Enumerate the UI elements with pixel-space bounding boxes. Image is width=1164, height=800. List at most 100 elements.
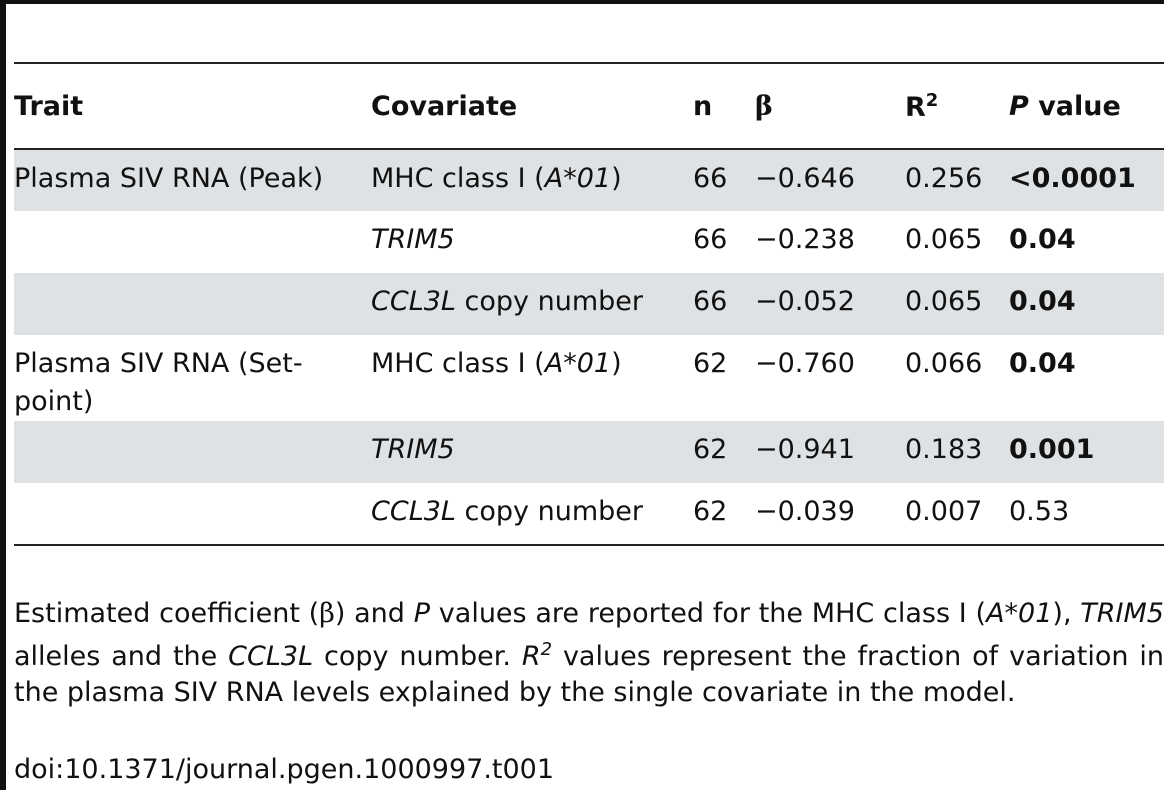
cell-n: 62 <box>693 335 755 421</box>
n-value: 66 <box>693 224 728 255</box>
covariate-post: copy number <box>455 286 643 317</box>
header-n: n <box>693 62 755 150</box>
n-value: 62 <box>693 496 728 527</box>
cell-p-value: 0.04 <box>1009 211 1164 273</box>
cell-n: 66 <box>693 149 755 211</box>
header-r2: R2 <box>905 62 1009 150</box>
beta-value: −0.238 <box>755 224 855 255</box>
footnote-part: ), <box>1052 598 1081 629</box>
beta-value: −0.760 <box>755 348 855 379</box>
cell-r2: 0.007 <box>905 483 1009 546</box>
doi-link[interactable]: doi:10.1371/journal.pgen.1000997.t001 <box>14 754 555 785</box>
trait-text: Plasma SIV RNA (Peak) <box>14 163 324 194</box>
header-trait: Trait <box>14 62 371 150</box>
r2-value: 0.183 <box>905 434 983 465</box>
covariate-post: copy number <box>455 496 643 527</box>
footnote-part: ) and <box>334 598 414 629</box>
cell-covariate: CCL3L copy number <box>371 483 693 546</box>
covariate-pre: MHC class I ( <box>371 163 545 194</box>
r2-value: 0.065 <box>905 286 983 317</box>
covariate-pre: MHC class I ( <box>371 348 545 379</box>
footnote-trim5: TRIM5 <box>1080 598 1164 629</box>
n-value: 66 <box>693 163 728 194</box>
cell-beta: −0.039 <box>755 483 905 546</box>
cell-trait <box>14 211 371 273</box>
beta-value: −0.052 <box>755 286 855 317</box>
p-value: 0.04 <box>1009 348 1076 379</box>
footnote-beta: β <box>319 598 335 629</box>
results-table-container: Trait Covariate n β R2 P value Plasma SI… <box>14 62 1164 546</box>
cell-beta: −0.052 <box>755 273 905 335</box>
footnote-part: values are reported for the MHC class I … <box>430 598 987 629</box>
cell-n: 62 <box>693 421 755 483</box>
footnote-part: values represent the fraction of variati… <box>14 641 1164 708</box>
footnote-part: copy number. <box>313 641 522 672</box>
cell-r2: 0.065 <box>905 273 1009 335</box>
cell-n: 66 <box>693 211 755 273</box>
header-beta: β <box>755 62 905 150</box>
cell-covariate: MHC class I (A*01) <box>371 149 693 211</box>
covariate-italic: A*01 <box>544 348 612 379</box>
header-r2-base: R <box>905 91 926 123</box>
covariate-italic: TRIM5 <box>371 224 455 255</box>
cell-beta: −0.238 <box>755 211 905 273</box>
r2-value: 0.007 <box>905 496 983 527</box>
cell-p-value: 0.001 <box>1009 421 1164 483</box>
cell-n: 66 <box>693 273 755 335</box>
trait-text: Plasma SIV RNA (Set-point) <box>14 348 303 417</box>
beta-value: −0.941 <box>755 434 855 465</box>
cell-covariate: MHC class I (A*01) <box>371 335 693 421</box>
cell-trait: Plasma SIV RNA (Peak) <box>14 149 371 211</box>
header-row: Trait Covariate n β R2 P value <box>14 62 1164 150</box>
covariate-italic: A*01 <box>544 163 612 194</box>
footnote-part: Estimated coefficient ( <box>14 598 320 629</box>
cell-p-value: 0.04 <box>1009 273 1164 335</box>
cell-p-value: <0.0001 <box>1009 149 1164 211</box>
header-p-italic: P <box>1009 90 1029 122</box>
header-p-rest: value <box>1028 90 1121 122</box>
footnote-r-sup: 2 <box>540 639 553 660</box>
covariate-italic: CCL3L <box>371 286 456 317</box>
cell-r2: 0.183 <box>905 421 1009 483</box>
cell-covariate: CCL3L copy number <box>371 273 693 335</box>
r2-value: 0.065 <box>905 224 983 255</box>
p-value: 0.001 <box>1009 434 1095 465</box>
cell-trait <box>14 483 371 546</box>
covariate-italic: CCL3L <box>371 496 456 527</box>
table-footnote: Estimated coefficient (β) and P values a… <box>14 596 1164 711</box>
results-table: Trait Covariate n β R2 P value Plasma SI… <box>14 62 1164 546</box>
footnote-part: alleles and the <box>14 641 229 672</box>
cell-n: 62 <box>693 483 755 546</box>
cell-trait <box>14 421 371 483</box>
cell-trait: Plasma SIV RNA (Set-point) <box>14 335 371 421</box>
cell-trait <box>14 273 371 335</box>
cell-beta: −0.646 <box>755 149 905 211</box>
n-value: 66 <box>693 286 728 317</box>
cell-r2: 0.066 <box>905 335 1009 421</box>
table-row: Plasma SIV RNA (Set-point) MHC class I (A… <box>14 335 1164 421</box>
cell-p-value: 0.53 <box>1009 483 1164 546</box>
p-value: 0.04 <box>1009 286 1076 317</box>
table-body: Plasma SIV RNA (Peak) MHC class I (A*01) 6… <box>14 149 1164 546</box>
footnote-ccl3l: CCL3L <box>228 641 314 672</box>
cell-beta: −0.760 <box>755 335 905 421</box>
covariate-post: ) <box>611 163 622 194</box>
table-row: CCL3L copy number 62 −0.039 0.007 0.53 <box>14 483 1164 546</box>
cell-covariate: TRIM5 <box>371 211 693 273</box>
r2-value: 0.256 <box>905 163 983 194</box>
cell-beta: −0.941 <box>755 421 905 483</box>
beta-value: −0.646 <box>755 163 855 194</box>
header-p-value: P value <box>1009 62 1164 150</box>
footnote-r-italic: R <box>521 641 541 672</box>
table-row: TRIM5 66 −0.238 0.065 0.04 <box>14 211 1164 273</box>
table-row: CCL3L copy number 66 −0.052 0.065 0.04 <box>14 273 1164 335</box>
header-covariate: Covariate <box>371 62 693 150</box>
n-value: 62 <box>693 434 728 465</box>
header-beta-symbol: β <box>755 90 773 122</box>
p-value: <0.0001 <box>1009 163 1136 194</box>
left-rule <box>0 0 6 790</box>
covariate-post: ) <box>611 348 622 379</box>
cell-r2: 0.256 <box>905 149 1009 211</box>
p-value: 0.53 <box>1009 496 1070 527</box>
table-row: TRIM5 62 −0.941 0.183 0.001 <box>14 421 1164 483</box>
